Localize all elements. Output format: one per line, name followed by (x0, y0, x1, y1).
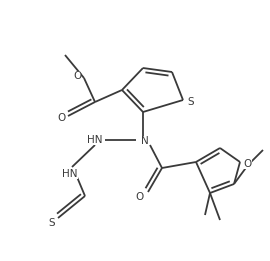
Text: O: O (136, 192, 144, 202)
Text: S: S (49, 218, 55, 228)
Text: O: O (73, 71, 81, 81)
Text: HN: HN (87, 135, 103, 145)
Text: HN: HN (62, 169, 78, 179)
Text: O: O (244, 159, 252, 169)
Text: S: S (188, 97, 194, 107)
Text: N: N (141, 136, 149, 146)
Text: O: O (58, 113, 66, 123)
